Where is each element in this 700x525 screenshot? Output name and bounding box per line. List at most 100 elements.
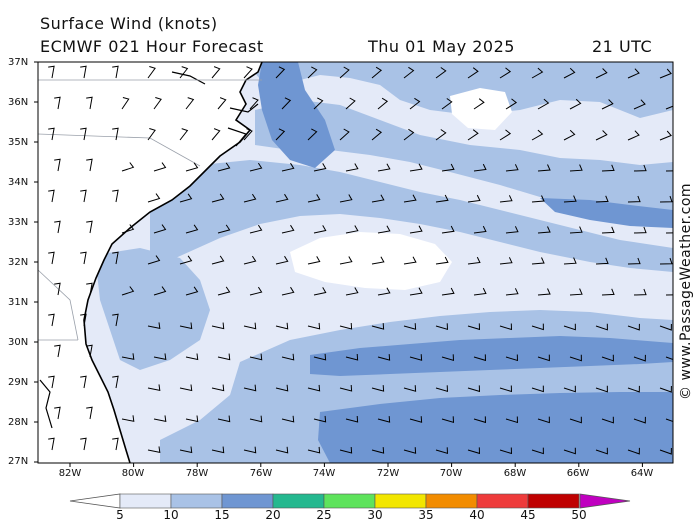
wind-barb bbox=[281, 415, 295, 423]
wind-barb bbox=[54, 158, 61, 172]
wind-barb bbox=[48, 437, 55, 451]
wind-barb bbox=[243, 446, 257, 454]
wind-barb bbox=[403, 256, 417, 265]
wind-barb bbox=[217, 286, 231, 296]
lat-label: 34N bbox=[8, 177, 29, 188]
wind-barb bbox=[54, 406, 61, 420]
wind-barb bbox=[403, 323, 417, 330]
wind-barb bbox=[665, 356, 673, 361]
wind-barb bbox=[435, 447, 449, 454]
wind-barb bbox=[211, 384, 225, 392]
wind-barb bbox=[112, 65, 119, 79]
wind-barb bbox=[121, 286, 135, 296]
wind-barb bbox=[86, 158, 93, 172]
calm-zone-central bbox=[290, 232, 452, 290]
lat-label: 27N bbox=[8, 456, 29, 467]
wind-barb bbox=[403, 128, 415, 141]
wind-barb bbox=[627, 385, 640, 393]
wind-barb bbox=[179, 255, 193, 265]
lat-label: 28N bbox=[8, 417, 29, 428]
wind-barb bbox=[217, 353, 231, 361]
wind-barb bbox=[217, 415, 231, 423]
wind-barb bbox=[307, 446, 321, 454]
lat-label: 30N bbox=[8, 337, 29, 348]
wind-barb bbox=[537, 288, 551, 296]
wind-barb bbox=[211, 255, 225, 265]
wind-barb bbox=[659, 195, 673, 203]
wind-band-north bbox=[245, 62, 673, 118]
wind-barb bbox=[569, 226, 583, 234]
wind-barb bbox=[601, 164, 615, 172]
wind-barb bbox=[147, 66, 156, 79]
wind-barb bbox=[153, 286, 167, 296]
lon-label: 72W bbox=[376, 468, 400, 479]
wind-barb bbox=[633, 226, 647, 234]
wind-barb bbox=[537, 416, 550, 424]
wind-barb bbox=[281, 224, 295, 234]
wind-barb bbox=[211, 193, 225, 203]
wind-barb bbox=[307, 128, 318, 141]
wind-barb bbox=[627, 195, 641, 203]
lon-label: 68W bbox=[503, 468, 527, 479]
wind-barb bbox=[601, 354, 614, 362]
wind-barb bbox=[627, 323, 640, 331]
wind-barb bbox=[531, 195, 545, 203]
wind-barb bbox=[275, 193, 289, 203]
colorbar bbox=[69, 493, 631, 509]
wind-barb bbox=[275, 322, 289, 330]
wind-barb bbox=[371, 194, 385, 203]
calm-zone-north bbox=[450, 88, 512, 130]
wind-barb bbox=[531, 447, 544, 455]
wind-barb bbox=[339, 194, 353, 203]
wind-barb bbox=[185, 286, 199, 296]
wind-barb bbox=[377, 354, 391, 361]
wind-barb bbox=[48, 65, 55, 79]
wind-barb bbox=[505, 354, 519, 362]
wind-barbs bbox=[48, 65, 673, 455]
wind-barb bbox=[473, 225, 487, 234]
wind-barb bbox=[179, 384, 193, 392]
wind-barb bbox=[633, 416, 646, 424]
wind-barb bbox=[627, 130, 640, 141]
forecast-date: Thu 01 May 2025 bbox=[368, 37, 515, 56]
wind-barb bbox=[249, 415, 263, 423]
wind-barb bbox=[86, 406, 93, 420]
wind-barb bbox=[339, 66, 350, 79]
wind-barb bbox=[54, 96, 61, 110]
wind-barb bbox=[147, 384, 161, 392]
wind-barb bbox=[569, 354, 582, 362]
wind-barb bbox=[377, 97, 389, 110]
wind-barb bbox=[601, 99, 614, 110]
wind-barb bbox=[275, 66, 286, 79]
colorbar-segment bbox=[425, 493, 478, 509]
wind-barb bbox=[409, 163, 423, 172]
wind-barb bbox=[467, 194, 481, 203]
wind-barb bbox=[281, 286, 295, 296]
wind-barb bbox=[153, 353, 167, 361]
colorbar-label: 50 bbox=[571, 508, 587, 522]
wind-barb bbox=[80, 189, 87, 203]
wind-barb bbox=[153, 415, 167, 423]
wind-barb bbox=[665, 100, 673, 110]
wind-barb bbox=[112, 375, 119, 389]
wind-core-east bbox=[540, 198, 673, 228]
wind-barb bbox=[275, 384, 289, 392]
wind-barb bbox=[409, 287, 423, 296]
wind-barb bbox=[313, 97, 324, 110]
wind-barb bbox=[48, 189, 55, 203]
wind-barb bbox=[563, 323, 576, 331]
wind-barb bbox=[371, 128, 383, 141]
wind-barb bbox=[441, 225, 455, 234]
wind-barb bbox=[499, 385, 513, 393]
wind-barb bbox=[595, 385, 608, 393]
colorbar-label: 20 bbox=[265, 508, 281, 522]
wind-barb bbox=[537, 98, 550, 110]
wind-barb bbox=[435, 385, 449, 392]
wind-barb bbox=[307, 256, 321, 265]
wind-barb bbox=[185, 97, 195, 110]
wind-barb bbox=[249, 353, 263, 361]
wind-barb bbox=[467, 256, 481, 265]
wind-barb bbox=[633, 354, 646, 362]
colorbar-segment bbox=[476, 493, 529, 509]
lat-label: 35N bbox=[8, 137, 29, 148]
